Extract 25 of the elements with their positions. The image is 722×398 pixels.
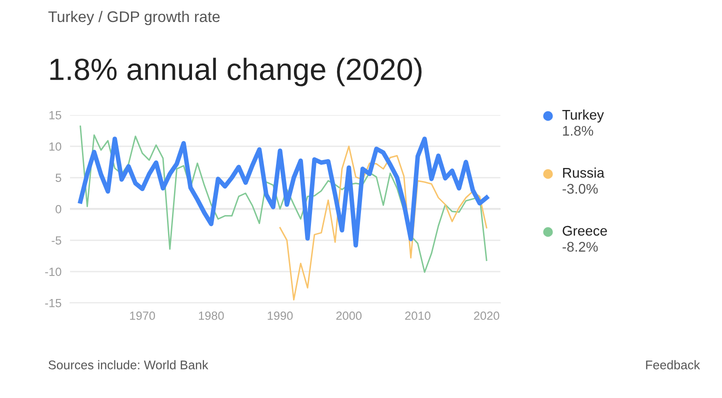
y-tick-label: 5 [56,174,62,182]
y-tick-label: -15 [45,299,62,308]
chart-subtitle: Turkey / GDP growth rate [48,10,220,26]
text: -8.2% [562,242,598,252]
line-series [279,146,488,300]
line-series [78,136,489,248]
x-tick-label: 1980 [198,312,224,320]
y-tick-label: 0 [56,204,62,214]
x-tick-label: 2020 [474,312,500,320]
y-tick-label: -5 [52,236,62,245]
y-tick-label: -10 [45,268,62,276]
x-tick-label: 2010 [405,312,430,320]
text: Feedback [646,360,700,370]
chart-title: 1.8% annual change (2020) [50,58,422,86]
y-tick-label: 10 [49,142,62,151]
legend-label: Greece [562,226,607,236]
text: 1.8% [563,126,594,136]
legend-label: Turkey [562,110,604,122]
text: -3.0% [562,184,598,194]
x-tick-label: 1990 [268,312,293,320]
x-tick-label: 1970 [130,312,155,320]
legend-label: Russia [563,168,604,178]
x-tick-label: 2000 [336,312,362,320]
source-note: Sources include: World Bank [48,360,208,370]
y-tick-label: 15 [49,111,62,120]
